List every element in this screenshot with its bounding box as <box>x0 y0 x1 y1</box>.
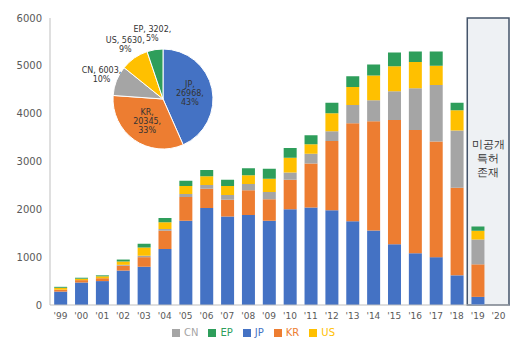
svg-text:'07: '07 <box>220 311 234 321</box>
svg-text:1000: 1000 <box>17 252 42 263</box>
svg-text:4000: 4000 <box>17 108 42 119</box>
svg-text:'02: '02 <box>116 311 130 321</box>
svg-text:0: 0 <box>36 300 42 311</box>
html-text:KR: KR <box>285 327 300 338</box>
svg-text:'10: '10 <box>283 311 297 321</box>
svg-text:'13: '13 <box>346 311 360 321</box>
svg-text:US, 5630,9%: US, 5630,9% <box>106 36 145 54</box>
svg-text:5000: 5000 <box>17 60 42 71</box>
svg-text:JP,26968,43%: JP,26968,43% <box>176 80 204 107</box>
svg-text:'15: '15 <box>387 311 401 321</box>
svg-text:'20: '20 <box>492 311 506 321</box>
svg-text:'03: '03 <box>137 311 151 321</box>
svg-text:미공개특허존재: 미공개특허존재 <box>472 138 505 179</box>
svg-text:'01: '01 <box>95 311 109 321</box>
svg-text:2000: 2000 <box>17 204 42 215</box>
html-text:US: US <box>321 327 335 338</box>
svg-text:'11: '11 <box>304 311 318 321</box>
svg-text:'14: '14 <box>366 311 380 321</box>
svg-text:EP, 3202,5%: EP, 3202,5% <box>133 25 171 43</box>
svg-text:'12: '12 <box>325 311 339 321</box>
html-text:CN: CN <box>184 327 199 338</box>
html-text:EP: EP <box>220 327 233 338</box>
svg-text:'04: '04 <box>158 311 172 321</box>
svg-text:3000: 3000 <box>17 156 42 167</box>
svg-text:'08: '08 <box>241 311 255 321</box>
svg-text:'00: '00 <box>74 311 88 321</box>
svg-text:CN, 6003,10%: CN, 6003,10% <box>82 66 122 84</box>
svg-text:KR,20345,33%: KR,20345,33% <box>133 108 161 135</box>
svg-text:'17: '17 <box>429 311 443 321</box>
svg-text:'05: '05 <box>179 311 193 321</box>
svg-text:'06: '06 <box>200 311 214 321</box>
svg-text:'18: '18 <box>450 311 464 321</box>
svg-text:'19: '19 <box>471 311 485 321</box>
html-text:JP: JP <box>254 327 264 338</box>
svg-text:6000: 6000 <box>17 13 42 24</box>
svg-text:'09: '09 <box>262 311 276 321</box>
svg-text:'16: '16 <box>408 311 422 321</box>
svg-text:'99: '99 <box>53 311 67 321</box>
